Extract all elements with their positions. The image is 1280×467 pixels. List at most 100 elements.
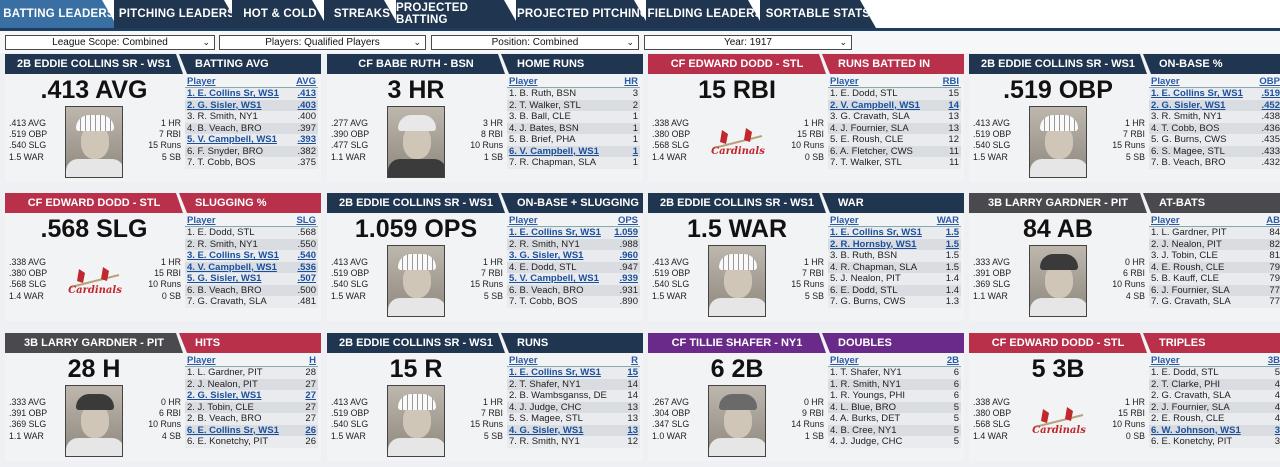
leader-row[interactable]: 3. G. Sisler, WS1 .960 bbox=[507, 250, 640, 262]
players-dropdown[interactable]: Players: Qualified Players ⌄ bbox=[219, 35, 426, 50]
leader-row[interactable]: 6. B. Veach, BRO .500 bbox=[185, 284, 318, 296]
leader-row[interactable]: 5. V. Campbell, WS1 .393 bbox=[185, 134, 318, 146]
column-header-stat[interactable]: 2B bbox=[946, 355, 959, 366]
leader-row[interactable]: 1. R. Smith, NY1 6 bbox=[828, 378, 961, 390]
leader-row[interactable]: 4. J. Judge, CHC 5 bbox=[828, 436, 961, 448]
column-header-stat[interactable]: OBP bbox=[1259, 76, 1280, 87]
panel-player-name[interactable]: 2B EDDIE COLLINS SR - WS1 bbox=[327, 333, 505, 353]
leader-row[interactable]: 2. V. Campbell, WS1 14 bbox=[828, 99, 961, 111]
leader-name[interactable]: 1. E. Collins Sr, WS1 bbox=[830, 227, 922, 239]
leader-row[interactable]: 4. G. Sisler, WS1 13 bbox=[507, 424, 640, 436]
leader-row[interactable]: 2. T. Shafer, NY1 14 bbox=[507, 378, 640, 390]
leader-row[interactable]: 1. R. Youngs, PHI 6 bbox=[828, 390, 961, 402]
leader-row[interactable]: 1. B. Ruth, BSN 3 bbox=[507, 88, 640, 100]
panel-player-name[interactable]: 2B EDDIE COLLINS SR - WS1 bbox=[969, 54, 1147, 74]
leader-row[interactable]: 2. J. Nealon, PIT 82 bbox=[1149, 238, 1280, 250]
column-header-player[interactable]: Player bbox=[509, 215, 538, 226]
tab-sortable-stats[interactable]: SORTABLE STATS bbox=[760, 0, 876, 28]
leader-row[interactable]: 2. G. Sisler, WS1 .452 bbox=[1149, 99, 1280, 111]
leader-row[interactable]: 2. T. Clarke, PHI 4 bbox=[1149, 378, 1280, 390]
leader-row[interactable]: 6. V. Campbell, WS1 1 bbox=[507, 145, 640, 157]
leader-row[interactable]: 3. E. Collins Sr, WS1 .540 bbox=[185, 250, 318, 262]
leader-row[interactable]: 7. G. Cravath, SLA .481 bbox=[185, 296, 318, 308]
leader-row[interactable]: 3. G. Cravath, SLA 13 bbox=[828, 111, 961, 123]
leader-row[interactable]: 1. E. Collins Sr, WS1 15 bbox=[507, 367, 640, 379]
panel-player-name[interactable]: 2B EDDIE COLLINS SR - WS1 bbox=[648, 193, 826, 213]
position-dropdown[interactable]: Position: Combined ⌄ bbox=[431, 35, 639, 50]
leader-name[interactable]: 3. G. Sisler, WS1 bbox=[509, 250, 584, 262]
column-header-stat[interactable]: H bbox=[309, 355, 316, 366]
leader-row[interactable]: 5. J. Nealon, PIT 1.4 bbox=[828, 273, 961, 285]
leader-row[interactable]: 2. J. Tobin, CLE 27 bbox=[185, 401, 318, 413]
panel-player-name[interactable]: 2B EDDIE COLLINS SR - WS1 bbox=[5, 54, 183, 74]
column-header-stat[interactable]: HR bbox=[624, 76, 638, 87]
leader-row[interactable]: 2. T. Walker, STL 2 bbox=[507, 99, 640, 111]
column-header-player[interactable]: Player bbox=[187, 355, 216, 366]
leader-row[interactable]: 6. F. Snyder, BRO .382 bbox=[185, 145, 318, 157]
leader-row[interactable]: 5. V. Campbell, WS1 .939 bbox=[507, 273, 640, 285]
leader-row[interactable]: 6. A. Fletcher, CWS 11 bbox=[828, 145, 961, 157]
leader-name[interactable]: 1. E. Collins Sr, WS1 bbox=[509, 227, 601, 239]
panel-player-name[interactable]: 2B EDDIE COLLINS SR - WS1 bbox=[327, 193, 505, 213]
tab-projected-pitching[interactable]: PROJECTED PITCHING bbox=[516, 0, 650, 28]
leader-row[interactable]: 6. S. Magee, STL .433 bbox=[1149, 145, 1280, 157]
leader-row[interactable]: 1. E. Dodd, STL 15 bbox=[828, 88, 961, 100]
leader-name[interactable]: 4. G. Sisler, WS1 bbox=[509, 424, 584, 436]
column-header-stat[interactable]: 3B bbox=[1267, 355, 1280, 366]
leader-name[interactable]: 3. E. Collins Sr, WS1 bbox=[187, 250, 279, 262]
leader-row[interactable]: 6. E. Konetchy, PIT 3 bbox=[1149, 436, 1280, 448]
leader-row[interactable]: 4. J. Bates, BSN 1 bbox=[507, 122, 640, 134]
leader-row[interactable]: 2. R. Smith, NY1 .550 bbox=[185, 238, 318, 250]
leader-row[interactable]: 2. G. Sisler, WS1 27 bbox=[185, 390, 318, 402]
leader-row[interactable]: 3. J. Tobin, CLE 81 bbox=[1149, 250, 1280, 262]
leader-row[interactable]: 5. E. Roush, CLE 12 bbox=[828, 134, 961, 146]
panel-player-name[interactable]: 3B LARRY GARDNER - PIT bbox=[5, 333, 183, 353]
leader-row[interactable]: 2. J. Nealon, PIT 27 bbox=[185, 378, 318, 390]
leader-row[interactable]: 4. R. Chapman, SLA 1.5 bbox=[828, 261, 961, 273]
column-header-player[interactable]: Player bbox=[830, 215, 859, 226]
leader-row[interactable]: 4. E. Roush, CLE 79 bbox=[1149, 261, 1280, 273]
leader-row[interactable]: 3. R. Smith, NY1 .438 bbox=[1149, 111, 1280, 123]
leader-row[interactable]: 1. L. Gardner, PIT 84 bbox=[1149, 227, 1280, 239]
leader-row[interactable]: 7. R. Chapman, SLA 1 bbox=[507, 157, 640, 169]
column-header-player[interactable]: Player bbox=[187, 215, 216, 226]
leader-name[interactable]: 5. G. Sisler, WS1 bbox=[187, 273, 262, 285]
column-header-player[interactable]: Player bbox=[1151, 76, 1180, 87]
leader-name[interactable]: 4. V. Campbell, WS1 bbox=[187, 261, 277, 273]
leader-row[interactable]: 6. E. Dodd, STL 1.4 bbox=[828, 284, 961, 296]
leader-row[interactable]: 7. R. Smith, NY1 12 bbox=[507, 436, 640, 448]
leader-name[interactable]: 2. G. Sisler, WS1 bbox=[1151, 99, 1226, 111]
leader-row[interactable]: 7. G. Burns, CWS 1.3 bbox=[828, 296, 961, 308]
leader-row[interactable]: 3. B. Ruth, BSN 1.5 bbox=[828, 250, 961, 262]
panel-player-name[interactable]: CF EDWARD DODD - STL bbox=[5, 193, 183, 213]
column-header-player[interactable]: Player bbox=[187, 76, 216, 87]
leader-name[interactable]: 6. E. Collins Sr, WS1 bbox=[187, 424, 279, 436]
leader-row[interactable]: 6. B. Veach, BRO .931 bbox=[507, 284, 640, 296]
league-scope-dropdown[interactable]: League Scope: Combined ⌄ bbox=[5, 35, 215, 50]
leader-row[interactable]: 3. B. Ball, CLE 1 bbox=[507, 111, 640, 123]
leader-name[interactable]: 1. E. Collins Sr, WS1 bbox=[1151, 88, 1243, 100]
tab-projected-batting[interactable]: PROJECTED BATTING bbox=[396, 0, 520, 28]
leader-name[interactable]: 5. V. Campbell, WS1 bbox=[187, 134, 277, 146]
panel-player-name[interactable]: 3B LARRY GARDNER - PIT bbox=[969, 193, 1147, 213]
tab-streaks[interactable]: STREAKS bbox=[324, 0, 400, 28]
leader-name[interactable]: 1. E. Collins Sr, WS1 bbox=[187, 88, 279, 100]
leader-row[interactable]: 4. L. Blue, BRO 5 bbox=[828, 401, 961, 413]
tab-batting-leaders[interactable]: BATTING LEADERS bbox=[0, 0, 118, 28]
leader-row[interactable]: 1. E. Dodd, STL .568 bbox=[185, 227, 318, 239]
leader-name[interactable]: 5. V. Campbell, WS1 bbox=[509, 273, 599, 285]
leader-row[interactable]: 2. E. Roush, CLE 4 bbox=[1149, 413, 1280, 425]
leader-name[interactable]: 1. E. Collins Sr, WS1 bbox=[509, 367, 601, 379]
leader-row[interactable]: 5. S. Magee, STL 13 bbox=[507, 413, 640, 425]
leader-row[interactable]: 1. E. Collins Sr, WS1 1.059 bbox=[507, 227, 640, 239]
year-dropdown[interactable]: Year: 1917 ⌄ bbox=[644, 35, 852, 50]
leader-row[interactable]: 7. T. Walker, STL 11 bbox=[828, 157, 961, 169]
panel-player-name[interactable]: CF BABE RUTH - BSN bbox=[327, 54, 505, 74]
leader-row[interactable]: 2. B. Veach, BRO 27 bbox=[185, 413, 318, 425]
leader-name[interactable]: 2. R. Hornsby, WS1 bbox=[830, 238, 917, 250]
leader-row[interactable]: 4. J. Fournier, SLA 13 bbox=[828, 122, 961, 134]
column-header-stat[interactable]: R bbox=[631, 355, 638, 366]
leader-row[interactable]: 6. E. Collins Sr, WS1 26 bbox=[185, 424, 318, 436]
leader-name[interactable]: 2. G. Sisler, WS1 bbox=[187, 390, 262, 402]
leader-row[interactable]: 2. G. Cravath, SLA 4 bbox=[1149, 390, 1280, 402]
